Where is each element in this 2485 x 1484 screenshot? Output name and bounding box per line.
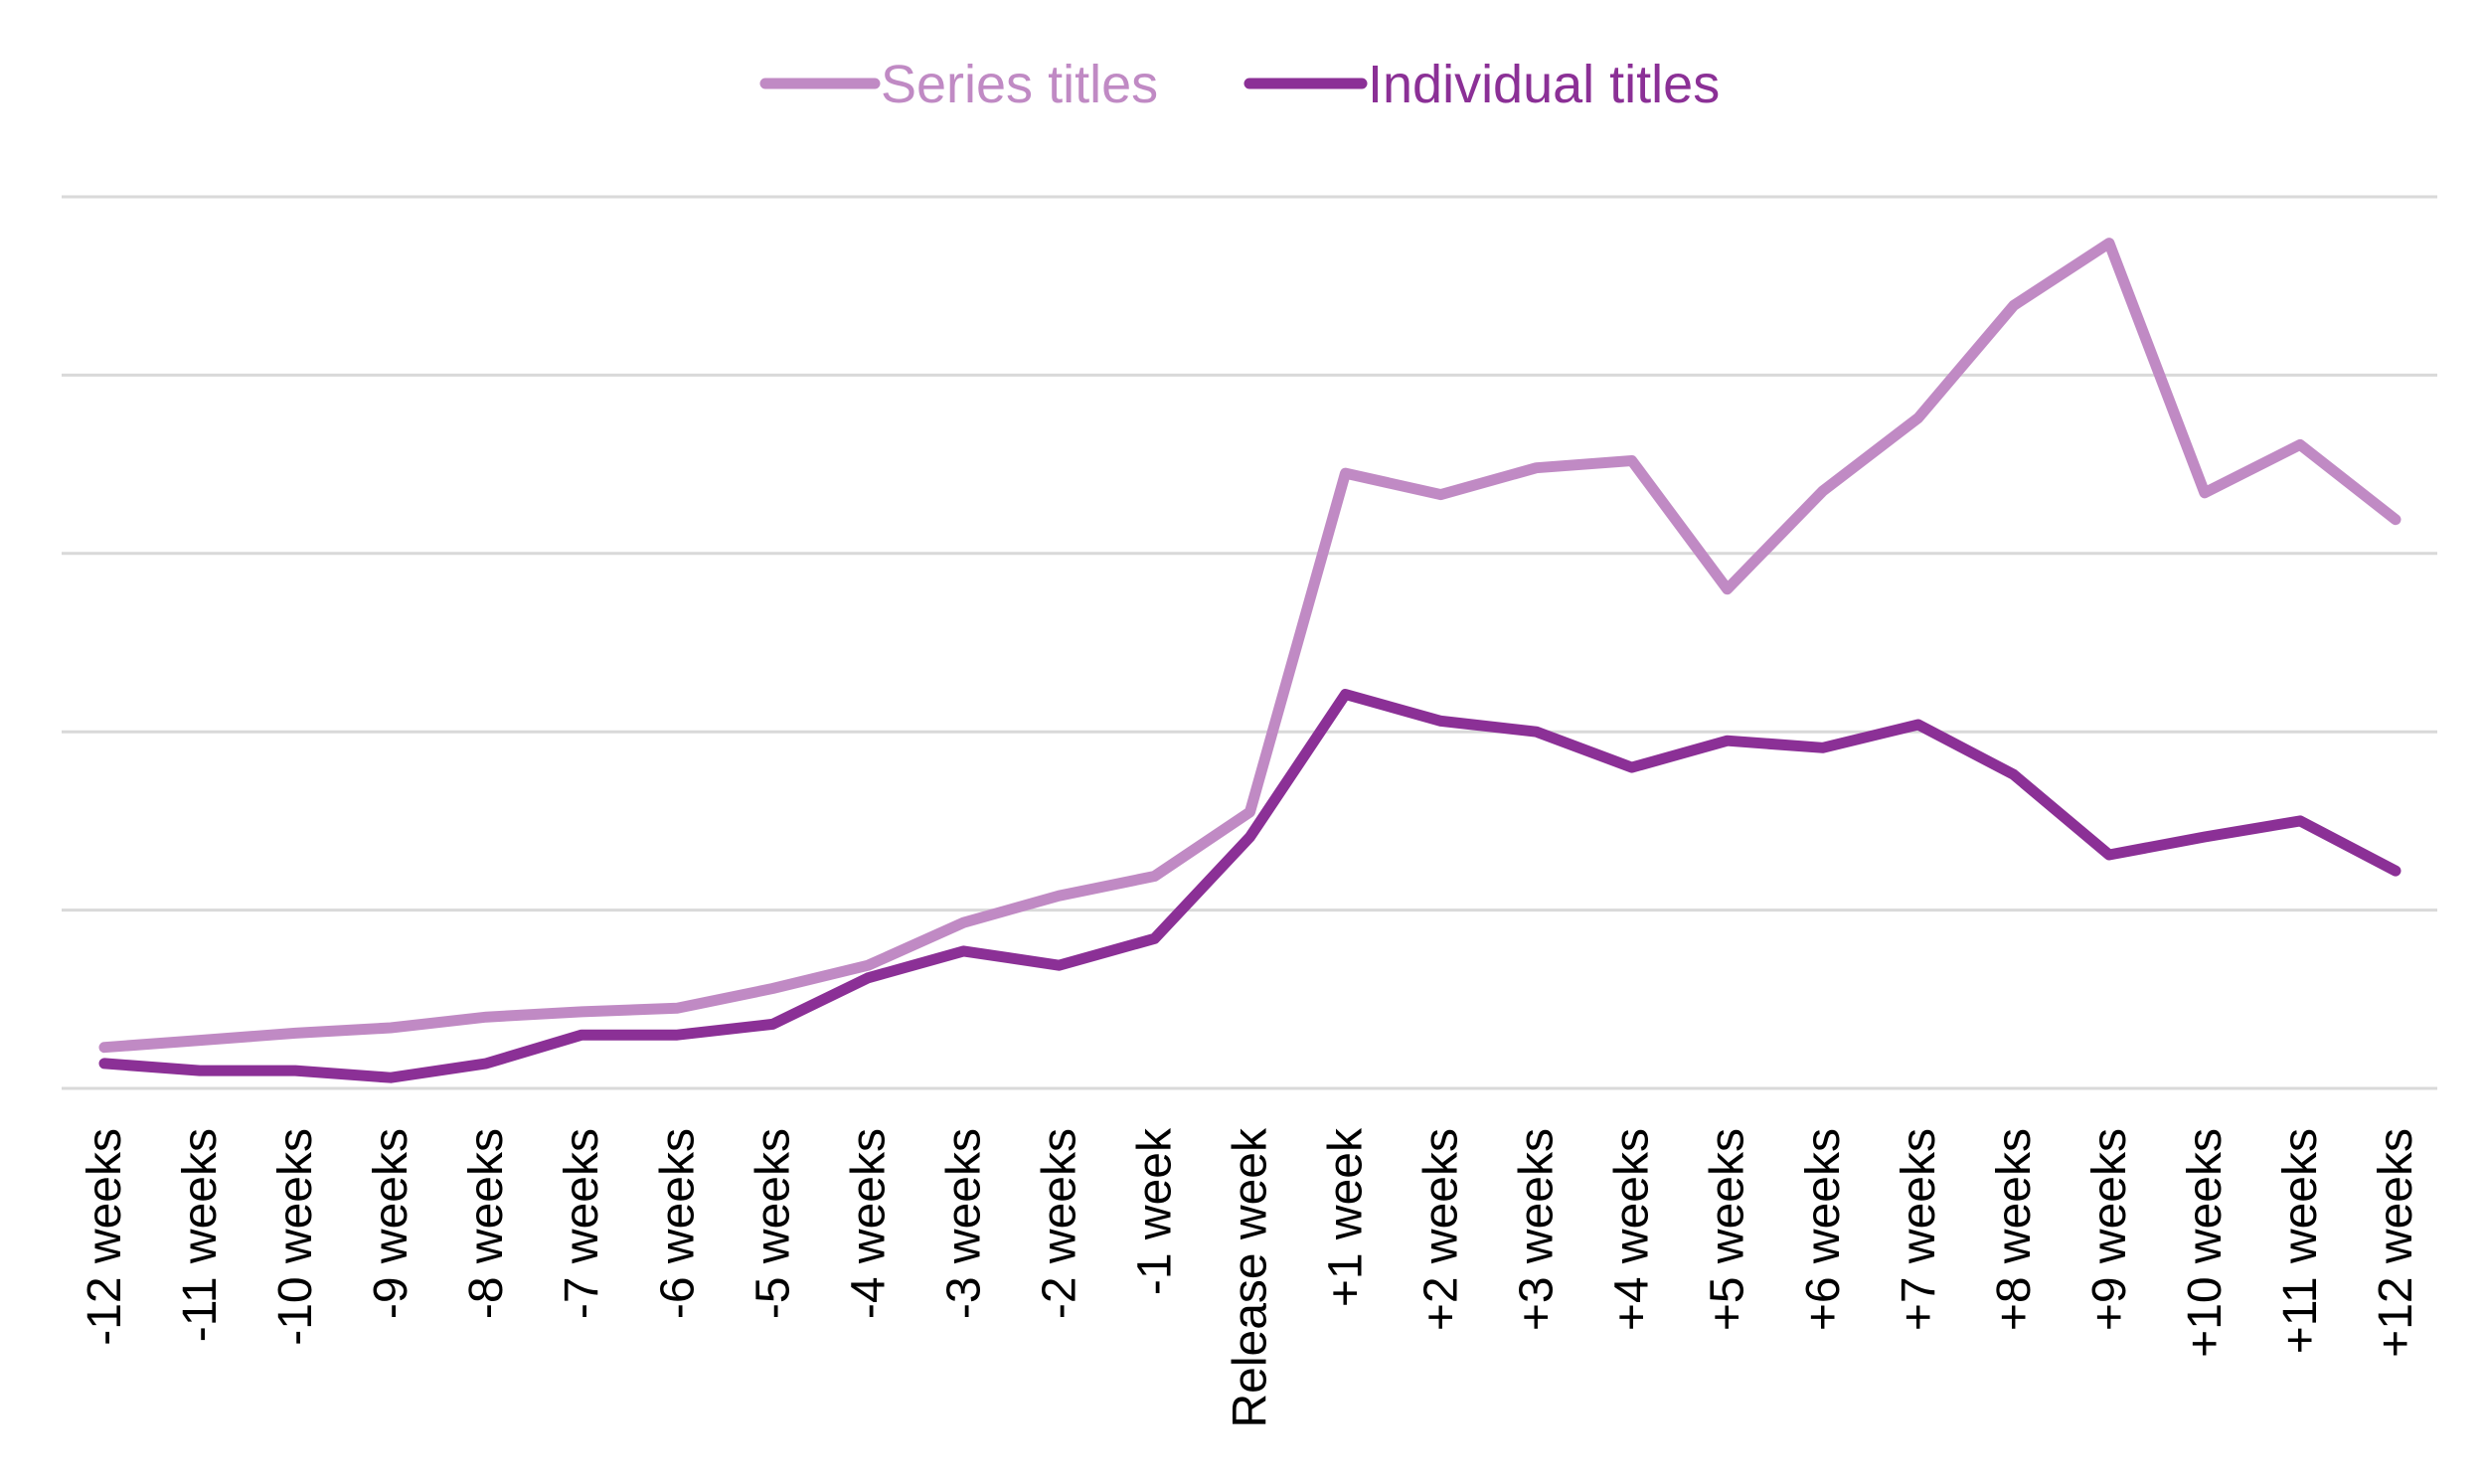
x-tick-label-21: +9 weeks	[2083, 1128, 2136, 1331]
x-tick-label-19: +7 weeks	[1893, 1128, 1945, 1331]
x-tick-label-7: -5 weeks	[746, 1128, 799, 1319]
x-tick-label-18: +6 weeks	[1797, 1128, 1850, 1331]
x-tick-label-14: +2 weeks	[1415, 1128, 1468, 1331]
legend-label-1: Individual titles	[1368, 55, 1720, 114]
x-tick-label-0: -12 weeks	[79, 1128, 131, 1346]
x-tick-label-13: +1 week	[1320, 1127, 1373, 1307]
x-tick-label-3: -9 weeks	[365, 1128, 417, 1319]
gridlines	[62, 195, 2437, 1090]
x-tick-label-11: -1 week	[1128, 1127, 1181, 1295]
x-tick-label-23: +11 weeks	[2274, 1128, 2327, 1354]
series-line-1	[98, 689, 2402, 1083]
x-tick-label-2: -10 weeks	[269, 1128, 322, 1346]
x-tick-label-12: Release week	[1225, 1127, 1277, 1428]
x-tick-label-6: -6 weeks	[651, 1128, 704, 1319]
x-tick-label-17: +5 weeks	[1702, 1128, 1754, 1331]
series-line-0	[98, 238, 2402, 1054]
legend-label-0: Series titles	[881, 55, 1158, 114]
x-tick-label-22: +10 weeks	[2179, 1128, 2232, 1358]
x-tick-label-8: -4 weeks	[842, 1128, 895, 1319]
x-tick-label-5: -7 weeks	[556, 1128, 608, 1319]
x-tick-label-4: -8 weeks	[460, 1128, 513, 1319]
x-tick-label-16: +4 weeks	[1606, 1128, 1659, 1331]
x-tick-label-1: -11 weeks	[174, 1128, 227, 1342]
x-tick-label-20: +8 weeks	[1988, 1128, 2041, 1331]
series-lines	[98, 238, 2402, 1083]
x-tick-label-24: +12 weeks	[2370, 1128, 2422, 1358]
x-tick-label-10: -2 weeks	[1033, 1128, 1085, 1319]
x-tick-label-9: -3 weeks	[937, 1128, 990, 1319]
x-axis-tick-labels: -12 weeks -11 weeks -10 weeks -9 weeks -8 we…	[79, 1127, 2422, 1428]
legend: Series titles Individual titles	[759, 55, 1720, 114]
x-tick-label-15: +3 weeks	[1511, 1128, 1564, 1331]
